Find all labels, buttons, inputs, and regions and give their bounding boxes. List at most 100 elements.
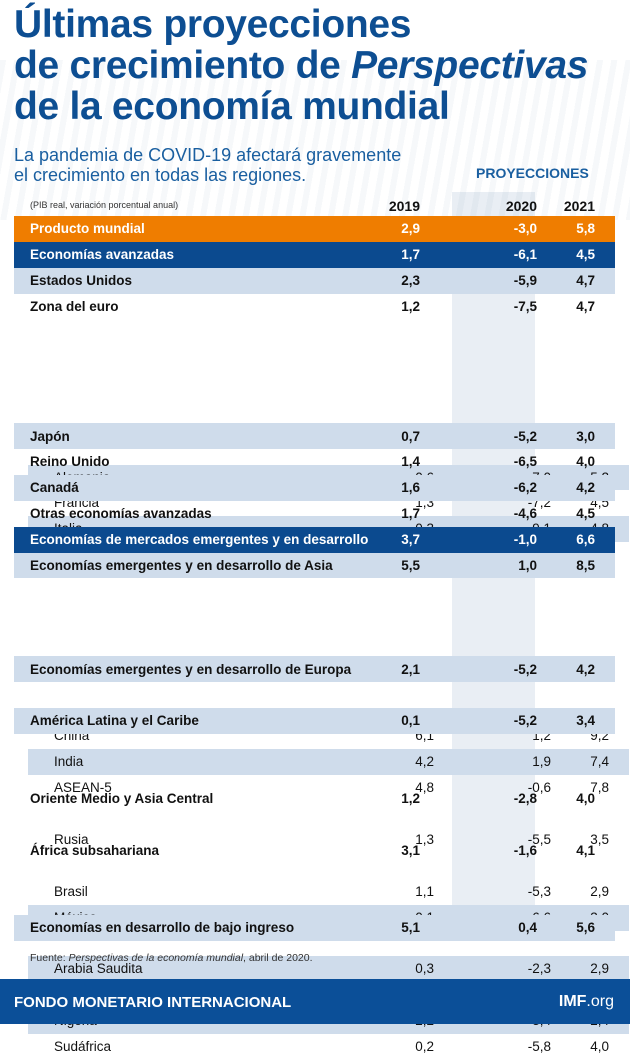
value-2019: 1,3 (415, 831, 434, 847)
value-2021: 5,8 (576, 221, 595, 237)
value-2019: 2,3 (401, 273, 420, 289)
source-note: Fuente: Perspectivas de la economía mund… (30, 952, 313, 964)
subtitle-line-2: el crecimiento en todas las regiones. (14, 165, 307, 185)
value-2020: 1,9 (532, 754, 551, 770)
table-row: Zona del euro 1,2 -7,5 4,7 (14, 294, 615, 320)
value-2021: 4,5 (576, 506, 595, 522)
row-label: Canadá (30, 480, 79, 496)
year-header-2020: 2020 (505, 198, 537, 214)
row-label: Otras economías avanzadas (30, 506, 212, 522)
table-row: Producto mundial 2,9 -3,0 5,8 (14, 216, 615, 242)
value-2020: -5,2 (513, 428, 537, 444)
value-2020: -5,5 (527, 831, 551, 847)
table-row: Reino Unido 1,4 -6,5 4,0 (14, 449, 615, 475)
value-2020: -0,6 (527, 780, 551, 796)
value-2020: -5,9 (513, 273, 537, 289)
title-line-2: de crecimiento de Perspectivas (14, 45, 588, 86)
subtitle: La pandemia de COVID-19 afectará graveme… (14, 145, 401, 185)
value-2020: -6,2 (513, 480, 537, 496)
row-label: Economías de mercados emergentes y en de… (30, 532, 369, 548)
value-2019: 1,1 (415, 883, 434, 899)
row-label: Arabia Saudita (54, 961, 143, 977)
value-2021: 4,0 (576, 454, 595, 470)
value-2019: 2,9 (401, 221, 420, 237)
row-label: Brasil (54, 883, 88, 899)
org-name: FONDO MONETARIO INTERNACIONAL (14, 994, 292, 1011)
row-label: Sudáfrica (54, 1039, 112, 1055)
table-row: Brasil 1,1 -5,3 2,9 (28, 879, 629, 905)
table-row: ASEAN-5 4,8 -0,6 7,8 (28, 775, 629, 801)
row-label: Estados Unidos (30, 273, 133, 289)
row-label: India (54, 754, 84, 770)
value-2019: 1,2 (401, 299, 420, 315)
value-2020: -1,6 (513, 842, 537, 858)
value-2019: 0,3 (415, 961, 434, 977)
site-link[interactable]: IMF.org (559, 993, 614, 1011)
value-2019: 4,2 (415, 754, 434, 770)
value-2021: 4,0 (590, 1039, 609, 1055)
table-row: América Latina y el Caribe 0,1 -5,2 3,4 (14, 707, 615, 734)
row-label: Japón (30, 428, 70, 444)
value-2020: -6,5 (513, 454, 537, 470)
table-row: África subsahariana 3,1 -1,6 4,1 (14, 837, 615, 863)
value-2021: 3,5 (590, 831, 609, 847)
footer: FONDO MONETARIO INTERNACIONAL IMF.org (0, 979, 630, 1024)
value-2020: -5,3 (527, 883, 551, 899)
table-row: Estados Unidos 2,3 -5,9 4,7 (14, 267, 615, 294)
table-row: Rusia 1,3 -5,5 3,5 (28, 827, 629, 853)
value-2021: 3,0 (576, 428, 595, 444)
source-prefix: Fuente: (30, 952, 69, 964)
value-2021: 3,4 (576, 713, 595, 729)
table-row: Oriente Medio y Asia Central 1,2 -2,8 4,0 (14, 786, 615, 812)
value-2019: 1,6 (401, 480, 420, 496)
value-2019: 0,2 (415, 1039, 434, 1055)
value-2021: 4,2 (576, 661, 595, 677)
value-2020: -1,0 (513, 532, 537, 548)
title-line-3: de la economía mundial (14, 85, 450, 128)
table-row: Economías emergentes y en desarrollo de … (14, 656, 615, 683)
value-2019: 1,2 (401, 791, 420, 807)
row-label: Economías en desarrollo de bajo ingreso (30, 920, 295, 936)
background-pattern (0, 60, 630, 220)
value-2019: 3,7 (401, 532, 420, 548)
value-2019: 4,8 (415, 780, 434, 796)
value-2020: -5,8 (527, 1039, 551, 1055)
row-label: África subsahariana (30, 842, 160, 858)
value-2021: 4,7 (576, 273, 595, 289)
site-bold: IMF (558, 993, 587, 1010)
value-2021: 4,0 (576, 791, 595, 807)
row-label: Economías emergentes y en desarrollo de … (30, 558, 333, 574)
unit-note: (PIB real, variación porcentual anual) (30, 200, 179, 210)
value-2020: -3,0 (513, 221, 537, 237)
value-2020: -2,8 (513, 791, 537, 807)
source-title: Perspectivas de la economía mundial (68, 952, 244, 964)
value-2019: 5,5 (401, 558, 420, 574)
value-2020: -7,5 (513, 299, 537, 315)
value-2021: 5,6 (576, 920, 595, 936)
value-2021: 7,8 (590, 780, 609, 796)
row-label: Rusia (54, 831, 89, 847)
value-2019: 2,1 (401, 661, 420, 677)
site-rest: .org (586, 993, 614, 1010)
value-2021: 8,5 (576, 558, 595, 574)
table-row: Economías avanzadas 1,7 -6,1 4,5 (14, 241, 615, 268)
title-line-2-text: de crecimiento de (14, 44, 352, 87)
value-2019: 1,7 (401, 247, 420, 263)
row-label: Economías avanzadas (30, 247, 175, 263)
table-row: Economías emergentes y en desarrollo de … (14, 552, 615, 579)
table-row: Otras economías avanzadas 1,7 -4,6 4,5 (14, 501, 615, 527)
row-label: Reino Unido (30, 454, 110, 470)
row-label: Zona del euro (30, 299, 119, 315)
row-label: ASEAN-5 (54, 780, 112, 796)
value-2020: 1,0 (518, 558, 537, 574)
row-label: Oriente Medio y Asia Central (30, 791, 214, 807)
table-row: Sudáfrica 0,2 -5,8 4,0 (28, 1034, 629, 1060)
year-header-2021: 2021 (563, 198, 595, 214)
table-row: India 4,2 1,9 7,4 (28, 749, 629, 776)
value-2020: 0,4 (518, 920, 537, 936)
value-2021: 4,7 (576, 299, 595, 315)
row-label: Economías emergentes y en desarrollo de … (30, 661, 352, 677)
table-row: Economías en desarrollo de bajo ingreso 5… (14, 915, 615, 941)
value-2020: -5,2 (513, 713, 537, 729)
source-suffix: , abril de 2020. (243, 952, 313, 964)
